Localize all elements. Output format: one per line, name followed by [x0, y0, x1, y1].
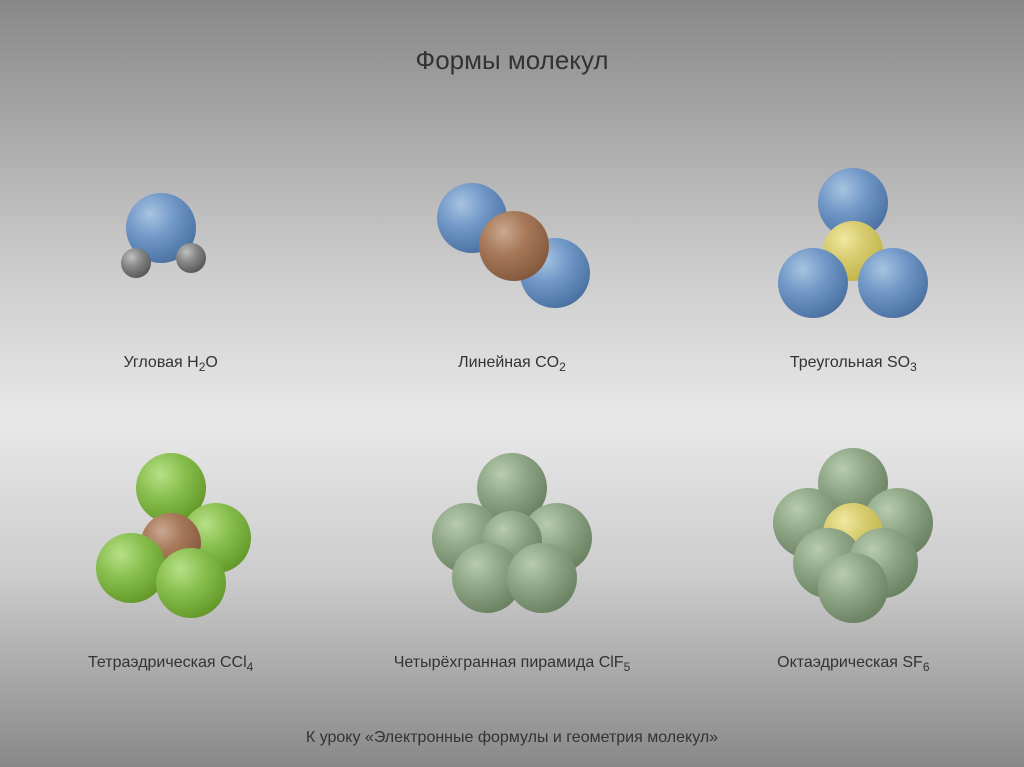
label-sub: 2 [559, 360, 566, 374]
footer-text: К уроку «Электронные формулы и геометрия… [0, 729, 1024, 747]
molecule-cell-h2o: Угловая H2O [0, 96, 341, 396]
label-sub: 6 [923, 660, 930, 674]
molecule-cell-sf6: Октаэдрическая SF6 [683, 396, 1024, 696]
atom-sphere [176, 243, 206, 273]
molecule-model-clf5 [412, 433, 612, 633]
label-pre: Угловая H [123, 354, 198, 371]
molecule-cell-clf5: Четырёхгранная пирамида ClF5 [341, 396, 682, 696]
molecule-grid: Угловая H2OЛинейная CO2Треугольная SO3Те… [0, 96, 1024, 696]
atom-sphere [121, 248, 151, 278]
label-sub: 3 [910, 360, 917, 374]
molecule-cell-co2: Линейная CO2 [341, 96, 682, 396]
atom-sphere [156, 548, 226, 618]
molecule-model-ccl4 [71, 433, 271, 633]
atom-sphere [818, 553, 888, 623]
atom-sphere [778, 248, 848, 318]
molecule-label-h2o: Угловая H2O [123, 353, 217, 376]
molecule-label-so3: Треугольная SO3 [790, 353, 917, 376]
label-pre: Треугольная SO [790, 354, 910, 371]
molecule-cell-ccl4: Тетраэдрическая CCl4 [0, 396, 341, 696]
molecule-label-co2: Линейная CO2 [458, 353, 566, 376]
label-sub: 4 [247, 660, 254, 674]
molecule-model-h2o [71, 133, 271, 333]
label-pre: Октаэдрическая SF [777, 654, 923, 671]
label-pre: Четырёхгранная пирамида ClF [394, 654, 624, 671]
atom-sphere [479, 211, 549, 281]
molecule-label-clf5: Четырёхгранная пирамида ClF5 [394, 653, 631, 676]
molecule-model-so3 [753, 133, 953, 333]
label-pre: Тетраэдрическая CCl [88, 654, 247, 671]
molecule-label-sf6: Октаэдрическая SF6 [777, 653, 929, 676]
molecule-label-ccl4: Тетраэдрическая CCl4 [88, 653, 253, 676]
atom-sphere [858, 248, 928, 318]
molecule-model-co2 [412, 133, 612, 333]
molecule-model-sf6 [753, 433, 953, 633]
molecule-cell-so3: Треугольная SO3 [683, 96, 1024, 396]
atom-sphere [507, 543, 577, 613]
page-title: Формы молекул [0, 0, 1024, 76]
label-pre: Линейная CO [458, 354, 559, 371]
label-post: O [205, 354, 217, 371]
atom-sphere [96, 533, 166, 603]
label-sub: 5 [624, 660, 631, 674]
